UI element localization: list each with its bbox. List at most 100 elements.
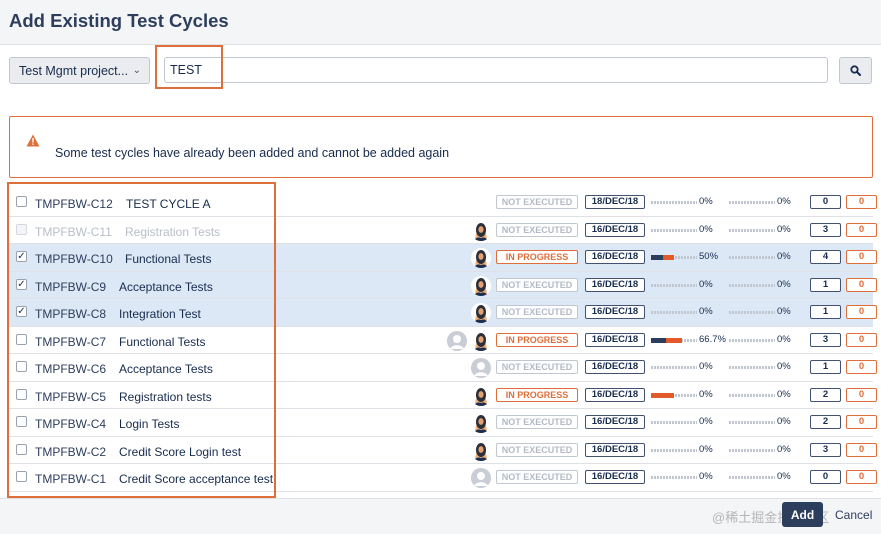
search-button[interactable] — [839, 57, 872, 84]
defect-percent: 0% — [777, 278, 791, 290]
project-select[interactable]: Test Mgmt project... ⌄ — [9, 57, 150, 84]
defect-percent: 0% — [777, 306, 791, 317]
progress-fill-in-progress — [662, 255, 674, 260]
cycle-checkbox[interactable] — [16, 361, 27, 372]
status-badge: NOT EXECUTED — [496, 442, 578, 457]
status-badge: NOT EXECUTED — [496, 470, 578, 484]
execution-progress-bar — [651, 337, 697, 343]
defect-percent: 0% — [777, 361, 791, 372]
defect-progress-bar — [729, 311, 775, 314]
cycle-name: Credit Score acceptance test — [119, 472, 274, 486]
defect-progress-bar — [729, 201, 775, 204]
cycle-checkbox[interactable] — [16, 443, 27, 455]
warning-message — [9, 116, 873, 178]
user-avatar-icon — [471, 220, 491, 241]
cycle-name: Registration tests — [119, 389, 212, 404]
cycle-checkbox[interactable]: ✓ — [16, 306, 27, 317]
date-badge: 16/DEC/18 — [585, 360, 645, 374]
defect-count-badge: 0 — [846, 442, 877, 457]
test-count-badge: 1 — [810, 277, 841, 292]
cycle-row[interactable]: TMPFBW-C1 Credit Score acceptance test NOT… — [9, 464, 877, 492]
date-badge: 18/DEC/18 — [585, 195, 645, 209]
execution-percent: 0% — [699, 196, 713, 207]
execution-progress-bar — [651, 476, 697, 479]
chevron-down-icon: ⌄ — [132, 65, 141, 76]
cycle-row[interactable]: TMPFBW-C7 Functional Tests IN PROGRESS 16/D… — [9, 327, 877, 354]
progress-fill-passed — [651, 337, 667, 343]
cycle-key[interactable]: TMPFBW-C4 — [35, 417, 107, 431]
defect-percent: 0% — [777, 196, 791, 207]
cycle-row[interactable]: TMPFBW-C4 Login Tests NOT EXECUTED 16/DEC/1… — [9, 409, 877, 437]
cycle-key[interactable]: TMPFBW-C7 — [35, 334, 107, 349]
execution-percent: 0% — [699, 443, 713, 455]
cycle-key[interactable]: TMPFBW-C11 — [35, 224, 112, 239]
progress-fill-in-progress — [651, 392, 674, 398]
dialog-header: Add Existing Test Cycles — [0, 0, 881, 45]
date-badge: 16/DEC/18 — [585, 305, 645, 319]
search-input[interactable] — [164, 57, 828, 83]
defect-progress-bar — [729, 393, 775, 397]
cycle-key[interactable]: TMPFBW-C12 — [35, 197, 113, 211]
defect-progress-bar — [729, 283, 775, 287]
defect-percent: 0% — [777, 251, 791, 262]
cancel-link[interactable]: Cancel — [835, 508, 873, 522]
date-badge: 16/DEC/18 — [585, 442, 645, 457]
add-button[interactable]: Add — [782, 502, 823, 527]
cycle-checkbox[interactable] — [16, 416, 27, 427]
user-avatar-icon — [471, 440, 491, 461]
cycle-row[interactable]: TMPFBW-C2 Credit Score Login test NOT EXEC… — [9, 437, 877, 464]
cycle-key[interactable]: TMPFBW-C8 — [35, 307, 107, 321]
cycle-row[interactable]: TMPFBW-C5 Registration tests IN PROGRESS 16… — [9, 382, 877, 409]
cycle-checkbox[interactable] — [16, 471, 27, 482]
date-badge: 16/DEC/18 — [585, 277, 645, 292]
progress-fill-passed — [651, 255, 663, 260]
cycle-key[interactable]: TMPFBW-C10 — [35, 252, 113, 266]
cycle-key[interactable]: TMPFBW-C5 — [35, 389, 107, 404]
cycle-checkbox — [16, 223, 27, 235]
cycle-checkbox[interactable] — [16, 388, 27, 400]
cycle-checkbox[interactable]: ✓ — [16, 278, 27, 290]
date-badge: 16/DEC/18 — [585, 470, 645, 484]
defect-count-badge: 0 — [846, 415, 877, 429]
cycle-checkbox[interactable] — [16, 333, 27, 345]
cycle-name: Functional Tests — [119, 334, 206, 349]
cycle-name: Credit Score Login test — [119, 444, 242, 459]
cycle-key[interactable]: TMPFBW-C9 — [35, 279, 107, 294]
defect-percent: 0% — [777, 223, 791, 235]
cycle-row[interactable]: ✓ TMPFBW-C8 Integration Test NOT EXECUTED 16… — [9, 299, 877, 327]
magnifier-icon — [850, 65, 861, 76]
status-badge: IN PROGRESS — [496, 332, 578, 347]
defect-percent: 0% — [777, 443, 791, 455]
cycle-name: Acceptance Tests — [119, 279, 213, 294]
cycle-list: TMPFBW-C12 TEST CYCLE A NOT EXECUTED 18/DEC… — [9, 189, 877, 492]
cycle-checkbox[interactable]: ✓ — [16, 251, 27, 262]
cycle-row[interactable]: ✓ TMPFBW-C10 Functional Tests IN PROGRESS 16… — [9, 244, 877, 272]
test-count-badge: 2 — [810, 415, 841, 429]
execution-percent: 50% — [699, 251, 719, 262]
status-badge: IN PROGRESS — [496, 387, 578, 402]
execution-progress-bar — [651, 448, 697, 452]
execution-progress-bar — [651, 421, 697, 424]
cycle-key[interactable]: TMPFBW-C6 — [35, 362, 107, 376]
cycle-row[interactable]: TMPFBW-C12 TEST CYCLE A NOT EXECUTED 18/DEC… — [9, 189, 877, 217]
cycle-name: Functional Tests — [125, 252, 212, 266]
defect-count-badge: 0 — [846, 277, 877, 292]
execution-percent: 0% — [699, 416, 713, 427]
cycle-row[interactable]: TMPFBW-C6 Acceptance Tests NOT EXECUTED 16/… — [9, 354, 877, 382]
cycle-row[interactable]: ✓ TMPFBW-C9 Acceptance Tests NOT EXECUTED 16… — [9, 271, 877, 299]
dialog-footer — [0, 498, 881, 534]
user-avatar-icon — [471, 303, 491, 323]
defect-progress-bar — [729, 256, 775, 259]
defect-count-badge: 0 — [846, 305, 877, 319]
user-avatar-icon — [471, 275, 491, 296]
execution-percent: 0% — [699, 223, 713, 235]
defect-progress-bar — [729, 228, 775, 232]
cycle-key[interactable]: TMPFBW-C2 — [35, 444, 107, 459]
date-badge: 16/DEC/18 — [585, 250, 645, 264]
status-badge: NOT EXECUTED — [496, 195, 578, 209]
defect-progress-bar — [729, 476, 775, 479]
cycle-checkbox[interactable] — [16, 196, 27, 207]
user-avatar-icon — [471, 330, 491, 351]
cycle-key[interactable]: TMPFBW-C1 — [35, 472, 107, 486]
defect-count-badge: 0 — [846, 360, 877, 374]
